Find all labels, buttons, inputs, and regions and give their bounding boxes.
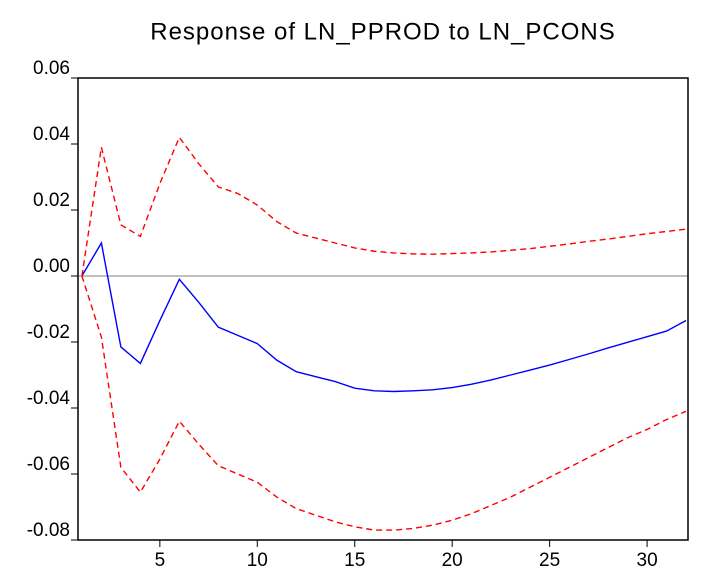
y-tick-label: -0.02 bbox=[27, 322, 70, 343]
chart-title: Response of LN_PPROD to LN_PCONS bbox=[150, 18, 616, 45]
x-tick-label: 5 bbox=[155, 550, 166, 571]
y-tick-label: 0.04 bbox=[33, 124, 70, 145]
x-tick-label: 10 bbox=[247, 550, 268, 571]
series-line bbox=[81, 241, 687, 393]
y-tick-label: 0.02 bbox=[33, 190, 70, 211]
x-tick-label: 25 bbox=[539, 550, 560, 571]
x-tick-label: 30 bbox=[637, 550, 658, 571]
y-tick-label: 0.06 bbox=[33, 58, 70, 79]
series-line bbox=[81, 275, 687, 531]
y-tick-label: -0.04 bbox=[27, 388, 71, 409]
x-tick-label: 15 bbox=[344, 550, 365, 571]
x-tick-label: 20 bbox=[442, 550, 463, 571]
plot-frame bbox=[77, 77, 689, 541]
series-line bbox=[81, 135, 687, 277]
y-tick-label: -0.06 bbox=[27, 454, 70, 475]
y-tick-label: 0.00 bbox=[33, 256, 70, 277]
y-tick-label: -0.08 bbox=[27, 520, 70, 541]
